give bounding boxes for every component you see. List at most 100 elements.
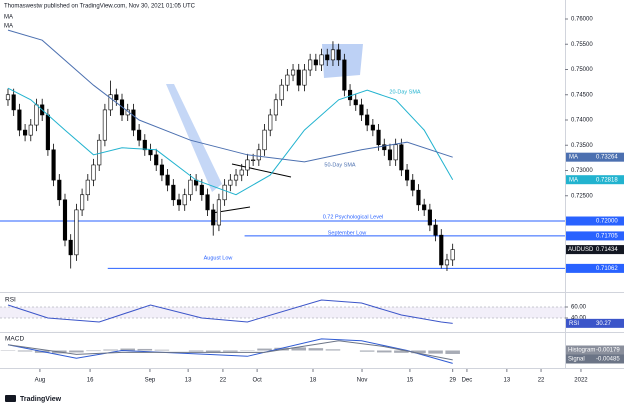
x-tick-label: Aug xyxy=(35,378,46,384)
x-tick-label: 15 xyxy=(407,378,414,384)
rsi-line xyxy=(7,299,453,324)
candle-body xyxy=(313,59,318,66)
candle-body xyxy=(188,179,193,196)
y-tick-label: 0.74000 xyxy=(571,118,593,124)
candle-body xyxy=(51,149,56,181)
histogram-bar xyxy=(411,350,426,354)
candle-body xyxy=(251,159,256,161)
x-tick-label: 2022 xyxy=(574,378,588,384)
rsi-value-text: 30.27 xyxy=(596,321,612,327)
candle-body xyxy=(148,149,153,156)
candle-body xyxy=(444,259,450,266)
level-annotation: 0.72 Psychological Level xyxy=(323,214,384,220)
candle-body xyxy=(68,239,73,256)
candle-body xyxy=(154,154,159,166)
ma-value-text: MA xyxy=(569,177,578,183)
candle-body xyxy=(336,49,341,61)
y-tick-label: 0.76000 xyxy=(571,17,593,23)
y-tick-label: 0.73500 xyxy=(571,143,593,149)
last-price-text: 0.71434 xyxy=(596,247,618,253)
panel-title: MACD xyxy=(5,336,24,343)
x-tick-label: Dec xyxy=(462,378,473,384)
signal-value-text: -0.00485 xyxy=(596,357,620,363)
candle-body xyxy=(376,129,381,146)
x-tick-label: 29 xyxy=(449,378,456,384)
rsi-value xyxy=(566,318,624,328)
histogram-bar xyxy=(86,350,101,352)
last-price-text: AUDUSD xyxy=(568,247,594,253)
level-label-text: 0.71705 xyxy=(596,233,618,239)
candle-body xyxy=(131,109,136,131)
candle-body xyxy=(34,104,39,126)
x-tick-label: 16 xyxy=(87,378,94,384)
brand: TradingView xyxy=(20,396,62,403)
y-tick-label: 0.75500 xyxy=(571,42,593,48)
histogram-bar xyxy=(359,350,375,352)
histogram-bar xyxy=(394,350,409,353)
level-annotation: August Low xyxy=(204,255,233,261)
candle-body xyxy=(216,199,221,226)
panel-title: RSI xyxy=(5,297,16,304)
candle-body xyxy=(171,184,176,201)
candle-body xyxy=(433,224,438,236)
candle-body xyxy=(57,179,62,201)
x-tick-label: 13 xyxy=(503,378,510,384)
candle-body xyxy=(80,194,85,211)
candle-body xyxy=(165,174,170,186)
last-price xyxy=(566,245,624,255)
candle-body xyxy=(85,179,90,196)
y-tick-label: 0.74500 xyxy=(571,92,593,98)
macd-line xyxy=(7,340,453,361)
x-tick-label: 18 xyxy=(310,378,317,384)
candle-body xyxy=(296,69,301,86)
candle-body xyxy=(5,94,11,101)
candle-body xyxy=(347,89,353,101)
candle-body xyxy=(330,49,336,61)
candle-body xyxy=(268,114,273,131)
candle-body xyxy=(62,199,68,241)
candle-body xyxy=(319,54,324,66)
series-annotation: 50-Day SMA xyxy=(324,162,356,168)
histogram-bar xyxy=(69,350,84,353)
candle-body xyxy=(211,209,216,226)
ma-value-text: MA xyxy=(569,155,578,161)
histogram-value-text: Histogram xyxy=(568,348,595,354)
x-tick-label: Oct xyxy=(252,378,262,384)
histogram-value xyxy=(566,345,624,355)
histogram-bar xyxy=(188,350,204,352)
level-label xyxy=(566,216,624,226)
candle-body xyxy=(273,99,279,116)
histogram-bar xyxy=(325,349,341,351)
histogram-bar xyxy=(205,350,221,353)
candle-body xyxy=(45,114,50,151)
legend-label: MA xyxy=(4,15,13,21)
x-tick-label: 22 xyxy=(538,378,545,384)
candle-body xyxy=(182,194,187,206)
candle-body xyxy=(222,184,227,201)
candle-body xyxy=(302,69,307,86)
candle-body xyxy=(262,129,267,151)
legend-label: MA xyxy=(4,24,13,30)
candle-body xyxy=(228,179,233,186)
candle-body xyxy=(91,164,96,181)
ma-value xyxy=(566,152,624,162)
candle-body xyxy=(359,104,364,116)
candle-body xyxy=(342,59,347,91)
candle-body xyxy=(422,204,427,211)
candle-body xyxy=(74,209,79,256)
candle-body xyxy=(159,164,164,176)
candle-body xyxy=(405,169,410,181)
candle-body xyxy=(23,129,28,136)
candle-body xyxy=(199,184,204,196)
candle-body xyxy=(205,194,210,211)
candle-body xyxy=(256,149,261,161)
candle-body xyxy=(290,69,296,76)
level-label xyxy=(566,231,624,241)
candle-body xyxy=(308,59,313,71)
signal-value-text: Signal xyxy=(568,357,585,363)
candle-body xyxy=(370,124,375,131)
level-label xyxy=(566,263,624,273)
moving-average xyxy=(7,87,454,196)
